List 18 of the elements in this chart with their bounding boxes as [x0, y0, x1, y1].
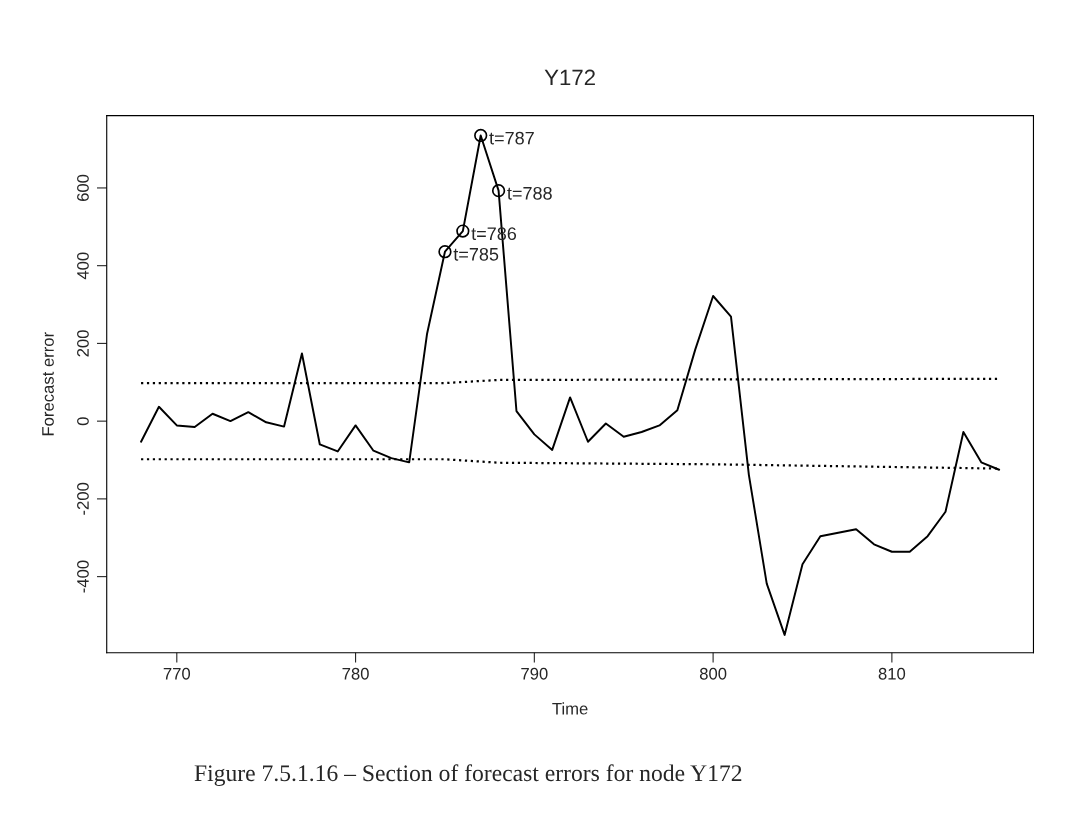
- annotation: t=788: [507, 186, 552, 200]
- caption: Figure 7.5.1.16 – Section of forecast errors for node Y172: [194, 764, 742, 787]
- y-tick-label: -400: [77, 560, 89, 593]
- chart-title: Y172: [544, 69, 595, 86]
- annotation: t=787: [489, 131, 534, 145]
- y-axis-title: Forecast error: [42, 332, 54, 436]
- y-tick-label: 0: [77, 417, 89, 426]
- x-tick-label: 810: [878, 667, 906, 680]
- x-tick-label: 770: [163, 667, 191, 680]
- x-tick-label: 780: [342, 667, 369, 680]
- y-tick-label: 600: [77, 174, 89, 201]
- x-axis-title: Time: [552, 702, 588, 715]
- y-tick-label: -200: [77, 482, 89, 515]
- y-tick-label: 200: [77, 330, 89, 357]
- x-tick-label: 800: [699, 667, 727, 680]
- annotation: t=785: [453, 247, 499, 261]
- x-tick-label: 790: [521, 667, 548, 680]
- y-tick-label: 400: [77, 252, 89, 280]
